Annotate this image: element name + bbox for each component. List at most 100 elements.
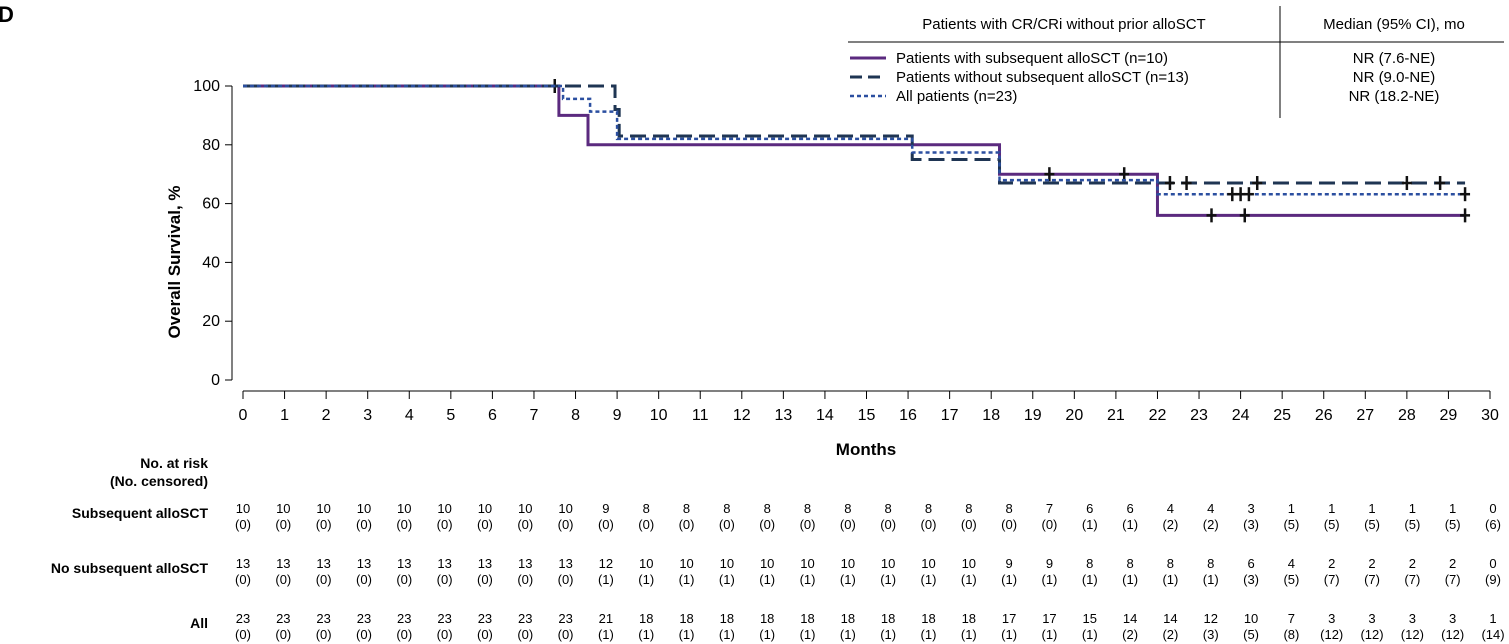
risk-at-risk: 10 [881, 556, 895, 571]
risk-censored: (1) [840, 627, 856, 642]
risk-censored: (0) [235, 627, 251, 642]
risk-censored: (0) [719, 517, 735, 532]
risk-at-risk: 10 [639, 556, 653, 571]
risk-censored: (0) [517, 627, 533, 642]
risk-censored: (1) [961, 627, 977, 642]
risk-censored: (0) [275, 627, 291, 642]
risk-table-title: No. at risk [140, 455, 208, 471]
risk-censored: (0) [477, 627, 493, 642]
legend-header: Patients with CR/CRi without prior alloS… [922, 16, 1205, 33]
risk-censored: (5) [1445, 517, 1461, 532]
risk-censored: (0) [558, 517, 574, 532]
risk-at-risk: 23 [276, 611, 290, 626]
x-tick-label: 25 [1273, 407, 1291, 424]
risk-at-risk: 3 [1409, 611, 1416, 626]
risk-censored: (1) [1001, 572, 1017, 587]
risk-at-risk: 8 [1126, 556, 1133, 571]
risk-censored: (0) [679, 517, 695, 532]
risk-at-risk: 13 [437, 556, 451, 571]
risk-censored: (0) [961, 517, 977, 532]
risk-at-risk: 13 [478, 556, 492, 571]
risk-at-risk: 23 [437, 611, 451, 626]
risk-at-risk: 10 [921, 556, 935, 571]
risk-at-risk: 1 [1288, 501, 1295, 516]
x-tick-label: 15 [858, 407, 876, 424]
risk-censored: (1) [961, 572, 977, 587]
risk-at-risk: 18 [720, 611, 734, 626]
x-tick-label: 26 [1315, 407, 1333, 424]
risk-censored: (0) [396, 627, 412, 642]
risk-at-risk: 1 [1368, 501, 1375, 516]
censor-mark [1460, 187, 1471, 202]
risk-at-risk: 13 [236, 556, 250, 571]
risk-censored: (3) [1203, 627, 1219, 642]
risk-censored: (0) [921, 517, 937, 532]
risk-at-risk: 8 [683, 501, 690, 516]
risk-table: No. at risk (No. censored) Subsequent al… [51, 455, 1505, 642]
risk-censored: (0) [558, 627, 574, 642]
risk-at-risk: 14 [1163, 611, 1177, 626]
risk-censored: (1) [1122, 572, 1138, 587]
risk-censored: (5) [1404, 517, 1420, 532]
x-tick-label: 20 [1065, 407, 1083, 424]
risk-censored: (0) [800, 517, 816, 532]
risk-at-risk: 10 [236, 501, 250, 516]
risk-at-risk: 10 [276, 501, 290, 516]
x-tick-label: 27 [1356, 407, 1374, 424]
risk-at-risk: 21 [599, 611, 613, 626]
censor-mark [1239, 208, 1250, 223]
risk-at-risk: 17 [1042, 611, 1056, 626]
risk-censored: (0) [316, 627, 332, 642]
risk-at-risk: 18 [639, 611, 653, 626]
risk-censored: (1) [1203, 572, 1219, 587]
risk-censored: (0) [517, 517, 533, 532]
risk-censored: (0) [235, 517, 251, 532]
x-tick-label: 29 [1440, 407, 1458, 424]
risk-at-risk: 7 [1288, 611, 1295, 626]
risk-censored: (0) [1042, 517, 1058, 532]
censor-mark [1252, 176, 1263, 191]
risk-at-risk: 8 [1006, 501, 1013, 516]
risk-at-risk: 8 [885, 501, 892, 516]
risk-at-risk: 6 [1086, 501, 1093, 516]
risk-censored: (1) [638, 627, 654, 642]
x-tick-label: 16 [899, 407, 917, 424]
risk-censored: (1) [598, 572, 614, 587]
risk-censored: (0) [396, 572, 412, 587]
risk-at-risk: 1 [1409, 501, 1416, 516]
risk-censored: (3) [1243, 572, 1259, 587]
risk-censored: (0) [517, 572, 533, 587]
risk-censored: (1) [840, 572, 856, 587]
risk-censored: (0) [638, 517, 654, 532]
x-tick-label: 22 [1149, 407, 1167, 424]
risk-censored: (14) [1481, 627, 1504, 642]
risk-at-risk: 10 [558, 501, 572, 516]
risk-at-risk: 12 [599, 556, 613, 571]
risk-at-risk: 2 [1409, 556, 1416, 571]
risk-at-risk: 10 [679, 556, 693, 571]
censor-mark [1164, 176, 1175, 191]
risk-censored: (5) [1364, 517, 1380, 532]
risk-at-risk: 8 [723, 501, 730, 516]
risk-at-risk: 18 [841, 611, 855, 626]
risk-at-risk: 9 [1046, 556, 1053, 571]
risk-at-risk: 23 [478, 611, 492, 626]
risk-at-risk: 10 [841, 556, 855, 571]
risk-at-risk: 8 [1086, 556, 1093, 571]
risk-censored: (1) [679, 572, 695, 587]
risk-censored: (1) [800, 572, 816, 587]
risk-censored: (12) [1320, 627, 1343, 642]
risk-at-risk: 8 [844, 501, 851, 516]
risk-censored: (1) [921, 627, 937, 642]
risk-censored: (7) [1364, 572, 1380, 587]
risk-censored: (5) [1283, 572, 1299, 587]
risk-row-label: All [190, 615, 208, 631]
risk-censored: (1) [1001, 627, 1017, 642]
risk-censored: (7) [1324, 572, 1340, 587]
risk-at-risk: 23 [316, 611, 330, 626]
legend-median: NR (7.6-NE) [1353, 50, 1436, 67]
risk-censored: (1) [1162, 572, 1178, 587]
x-tick-label: 4 [405, 407, 414, 424]
risk-censored: (0) [1001, 517, 1017, 532]
risk-at-risk: 13 [558, 556, 572, 571]
